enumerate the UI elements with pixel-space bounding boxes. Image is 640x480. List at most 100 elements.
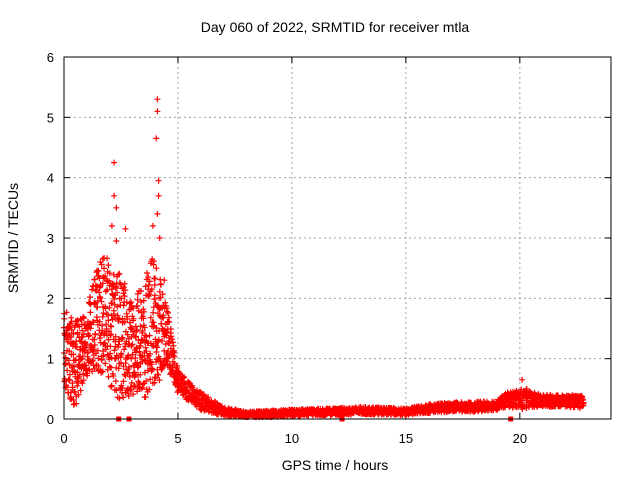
data-point xyxy=(96,318,103,325)
data-point xyxy=(151,379,158,386)
data-point xyxy=(121,293,128,300)
data-point xyxy=(162,299,169,306)
data-point xyxy=(110,311,117,317)
data-point xyxy=(102,273,109,279)
data-point xyxy=(145,274,152,281)
data-point xyxy=(74,382,81,389)
data-point-outlier xyxy=(523,385,530,392)
data-point xyxy=(105,262,112,269)
data-point xyxy=(118,295,125,302)
data-point xyxy=(106,270,113,277)
data-point xyxy=(108,382,115,389)
data-point xyxy=(155,336,162,343)
data-point xyxy=(75,391,82,398)
data-point xyxy=(84,370,91,377)
data-point xyxy=(115,341,122,348)
data-point xyxy=(171,353,178,360)
data-point xyxy=(115,271,122,278)
data-point xyxy=(139,384,146,391)
data-point xyxy=(143,348,150,355)
data-point xyxy=(151,258,157,265)
data-point-outlier xyxy=(97,259,104,266)
data-point xyxy=(114,289,121,296)
data-point xyxy=(152,375,159,381)
y-tick-label: 0 xyxy=(47,412,54,427)
data-point xyxy=(200,391,207,398)
data-point xyxy=(66,377,73,384)
data-point xyxy=(97,295,104,302)
data-point xyxy=(65,357,72,364)
data-point xyxy=(145,282,152,288)
data-point xyxy=(140,315,147,322)
data-point xyxy=(83,341,90,348)
data-point xyxy=(100,310,107,317)
data-point-outlier xyxy=(153,265,160,272)
x-axis-label: GPS time / hours xyxy=(282,457,389,473)
data-point-outlier xyxy=(111,159,118,166)
data-point xyxy=(125,392,132,399)
x-tick-label: 15 xyxy=(399,431,413,446)
data-point xyxy=(197,388,203,395)
data-point xyxy=(580,399,587,406)
data-point xyxy=(168,333,175,340)
data-point xyxy=(128,355,135,362)
data-point xyxy=(130,391,136,398)
data-point xyxy=(134,364,141,371)
data-point xyxy=(157,281,164,288)
data-point xyxy=(143,378,150,384)
data-point xyxy=(165,309,172,316)
data-point xyxy=(112,378,119,385)
data-point xyxy=(66,348,73,354)
data-point-outlier xyxy=(154,96,161,103)
data-point xyxy=(205,394,212,401)
data-point xyxy=(146,278,153,285)
data-point xyxy=(137,371,144,378)
data-point xyxy=(130,305,137,312)
data-point xyxy=(124,316,131,322)
data-point xyxy=(92,282,99,289)
data-point xyxy=(98,298,105,305)
data-point xyxy=(90,346,97,353)
data-point xyxy=(99,280,106,287)
x-tick-label: 0 xyxy=(60,431,67,446)
data-point xyxy=(156,377,163,384)
data-point xyxy=(106,304,113,311)
grid-lines xyxy=(64,57,611,419)
data-point-outlier xyxy=(149,222,156,229)
data-point-outlier xyxy=(155,177,162,184)
data-point xyxy=(80,315,87,322)
data-point xyxy=(119,334,126,341)
data-point xyxy=(126,364,133,370)
data-point xyxy=(120,290,127,297)
data-point xyxy=(85,349,91,356)
y-axis-label: SRMTID / TECUs xyxy=(5,183,21,293)
data-point-outlier xyxy=(154,108,161,115)
data-point xyxy=(73,344,80,351)
data-point xyxy=(91,336,98,343)
data-point xyxy=(140,297,147,304)
data-point xyxy=(130,315,137,322)
data-point xyxy=(128,299,134,306)
plot-frame xyxy=(63,56,612,420)
data-point xyxy=(99,313,106,320)
data-point xyxy=(96,275,103,282)
data-point xyxy=(91,276,98,283)
data-point xyxy=(87,309,94,316)
data-point xyxy=(174,365,181,371)
data-point xyxy=(113,387,120,394)
data-point xyxy=(169,336,176,343)
data-point-outlier xyxy=(161,277,168,284)
y-tick-label: 1 xyxy=(47,352,54,367)
data-point xyxy=(81,361,88,368)
data-point xyxy=(87,294,94,301)
data-point xyxy=(73,400,80,407)
data-point xyxy=(102,360,109,367)
data-point-outlier xyxy=(155,192,162,199)
data-point xyxy=(124,331,131,338)
data-point xyxy=(112,333,119,340)
data-point xyxy=(111,296,118,302)
data-point xyxy=(104,366,111,373)
data-point xyxy=(128,386,135,393)
data-point xyxy=(95,355,102,362)
data-point xyxy=(104,255,110,262)
